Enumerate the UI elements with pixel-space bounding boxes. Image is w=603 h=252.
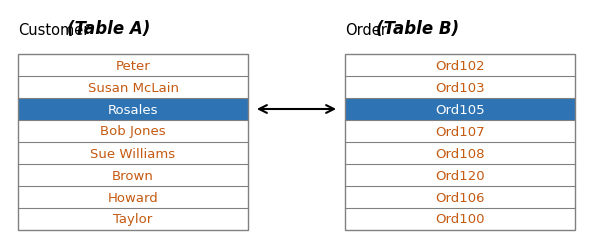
Bar [345,99,575,120]
Bar [345,55,575,230]
Bar [345,120,575,142]
Text: Rosales: Rosales [108,103,158,116]
Text: (Table B): (Table B) [376,20,459,38]
Bar [18,55,248,230]
Bar [18,186,248,208]
Bar [345,77,575,99]
Text: Peter: Peter [116,59,150,72]
Bar [345,55,575,230]
Bar [345,164,575,186]
Bar [345,186,575,208]
Bar [345,208,575,230]
Text: Howard: Howard [107,191,159,204]
Text: Ord100: Ord100 [435,213,485,226]
Text: Bob Jones: Bob Jones [100,125,166,138]
Text: (Table A): (Table A) [67,20,150,38]
Bar [18,55,248,230]
Text: Ord105: Ord105 [435,103,485,116]
Text: Ord107: Ord107 [435,125,485,138]
Text: Susan McLain: Susan McLain [87,81,178,94]
Bar [345,142,575,164]
Bar [18,99,248,120]
Text: Ord103: Ord103 [435,81,485,94]
Text: Customer: Customer [18,23,89,38]
Text: Order: Order [345,23,387,38]
Bar [18,208,248,230]
Bar [345,55,575,77]
Bar [18,55,248,77]
Text: Ord102: Ord102 [435,59,485,72]
Text: Taylor: Taylor [113,213,153,226]
Bar [18,142,248,164]
Text: Ord106: Ord106 [435,191,485,204]
Bar [18,77,248,99]
Bar [18,120,248,142]
Text: Brown: Brown [112,169,154,182]
Text: Sue Williams: Sue Williams [90,147,175,160]
Bar [18,164,248,186]
Text: Ord120: Ord120 [435,169,485,182]
Text: Ord108: Ord108 [435,147,485,160]
